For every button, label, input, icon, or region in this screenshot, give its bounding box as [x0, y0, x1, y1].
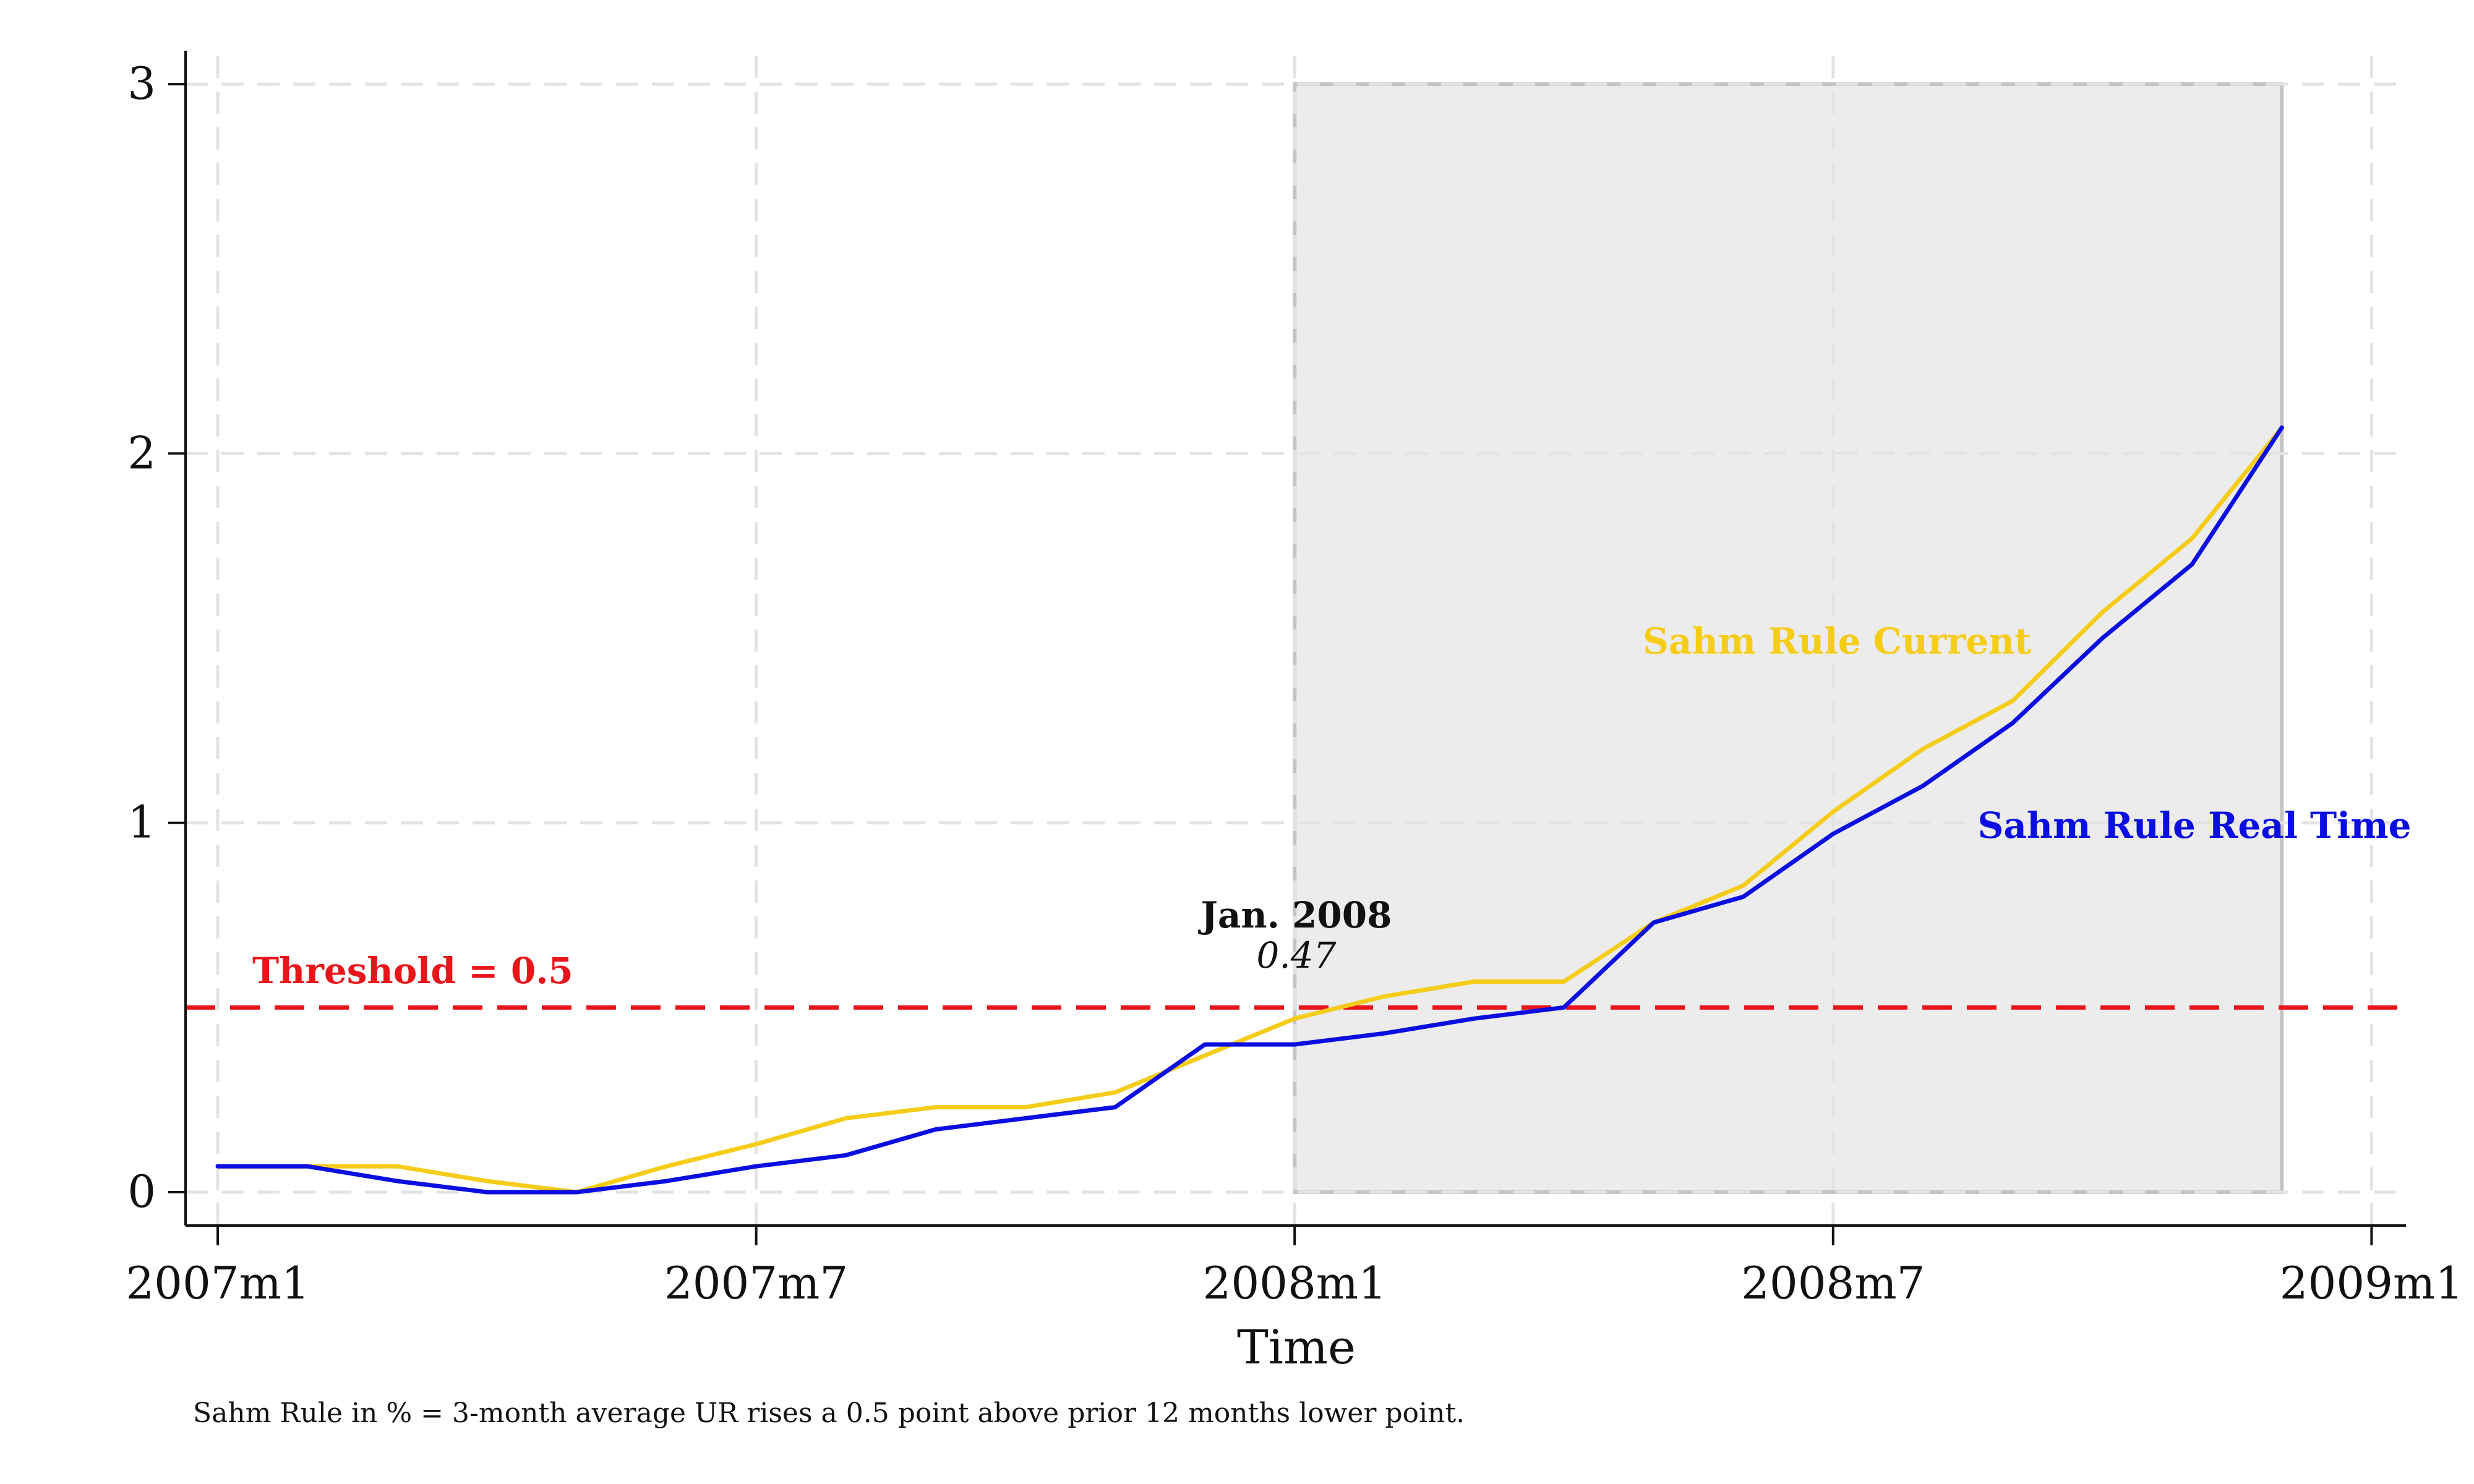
x-tick-label: 2009m1	[2280, 1257, 2463, 1309]
series-label-current: Sahm Rule Current	[1643, 620, 2031, 662]
x-axis-title: Time	[1237, 1320, 1356, 1375]
annotation-value: 0.47	[1256, 934, 1336, 976]
y-tick-label: 1	[127, 796, 156, 848]
x-tick-label: 2007m1	[126, 1257, 309, 1309]
threshold-label: Threshold = 0.5	[252, 950, 573, 992]
y-tick-label: 3	[127, 58, 156, 109]
x-tick-label: 2008m7	[1741, 1257, 1925, 1309]
annotation-title: Jan. 2008	[1197, 894, 1392, 936]
series-label-real-time: Sahm Rule Real Time	[1977, 804, 2411, 846]
x-tick-label: 2008m1	[1203, 1257, 1387, 1309]
x-tick-label: 2007m7	[664, 1257, 848, 1309]
series-line-real-time	[215, 425, 2284, 1195]
y-tick-label: 0	[127, 1166, 156, 1217]
y-tick-label: 2	[127, 427, 156, 479]
chart-note: Sahm Rule in % = 3-month average UR rise…	[193, 1397, 1465, 1429]
